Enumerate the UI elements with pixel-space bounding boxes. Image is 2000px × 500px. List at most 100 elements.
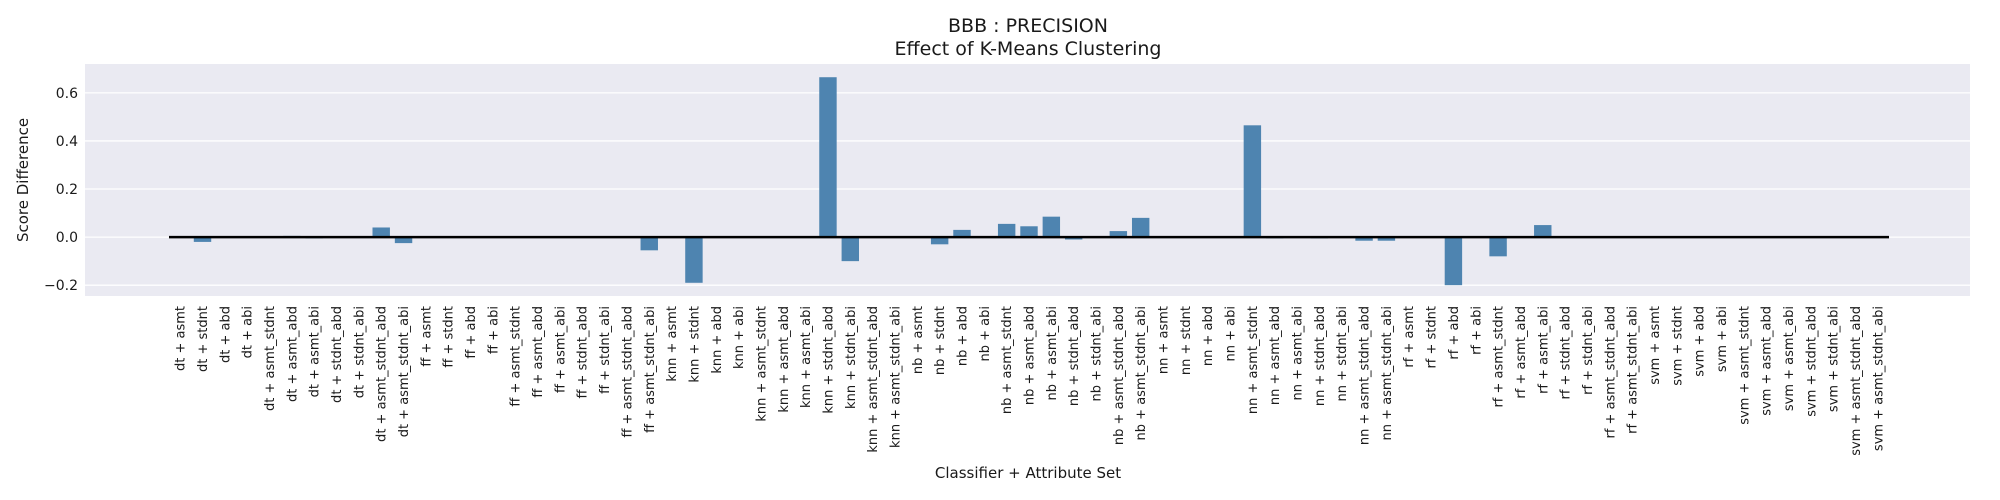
x-tick-label: svm + abd xyxy=(1693,306,1708,377)
bar xyxy=(1042,216,1061,238)
x-tick-label: ff + asmt_stdnt_abd xyxy=(620,306,635,438)
bar xyxy=(819,77,837,238)
bar xyxy=(1355,237,1373,241)
x-tick-label: svm + stdnt_abi xyxy=(1827,306,1842,412)
x-tick-label: ff + asmt_stdnt xyxy=(509,306,524,407)
bar xyxy=(1131,217,1150,238)
x-tick-label: nn + asmt_abd xyxy=(1268,306,1283,405)
x-tick-label: nb + abd xyxy=(955,306,970,366)
x-tick-label: dt + asmt_stdnt_abd xyxy=(375,306,390,442)
bar xyxy=(953,229,971,238)
bar xyxy=(1020,226,1038,238)
x-tick-label: knn + asmt_abd xyxy=(777,306,792,413)
bar xyxy=(640,237,658,251)
x-tick-label: nn + abd xyxy=(1201,306,1216,366)
x-tick-label: svm + asmt_abd xyxy=(1760,306,1775,416)
x-tick-label: svm + asmt xyxy=(1648,306,1663,385)
plot-area xyxy=(85,64,1970,296)
x-tick-label: rf + asmt_stdnt xyxy=(1492,306,1507,408)
bar xyxy=(1444,237,1463,286)
x-tick-label: nn + stdnt xyxy=(1179,306,1194,375)
x-tick-label: nb + asmt_stdnt_abi xyxy=(1134,306,1149,440)
x-tick-label: knn + asmt_abi xyxy=(799,306,814,408)
x-tick-label: dt + abi xyxy=(241,306,256,358)
x-tick-label: knn + asmt xyxy=(665,306,680,382)
x-tick-label: svm + asmt_stdnt xyxy=(1737,306,1752,425)
x-tick-label: rf + asmt_abd xyxy=(1514,306,1529,399)
x-tick-label: nn + asmt xyxy=(1157,306,1172,374)
x-tick-label: nb + asmt xyxy=(911,306,926,374)
y-tick-label: 0.4 xyxy=(56,134,78,150)
x-tick-label: knn + asmt_stdnt_abi xyxy=(888,306,903,448)
x-tick-label: dt + stdnt_abd xyxy=(330,306,345,403)
x-tick-label: dt + stdnt_abi xyxy=(352,306,367,398)
x-tick-label: rf + asmt_stdnt_abd xyxy=(1603,306,1618,439)
x-tick-label: rf + abd xyxy=(1447,306,1462,360)
x-tick-label: knn + stdnt xyxy=(687,306,702,383)
x-tick-label: knn + asmt_stdnt xyxy=(754,306,769,422)
y-axis-label: Score Difference xyxy=(14,118,32,242)
x-tick-label: ff + asmt_abi xyxy=(553,306,568,393)
x-tick-label: nb + stdnt_abd xyxy=(1067,306,1082,406)
x-tick-label: nb + abi xyxy=(978,306,993,361)
bar xyxy=(1243,125,1262,238)
x-tick-label: rf + abi xyxy=(1469,306,1484,355)
x-tick-label: ff + stdnt_abi xyxy=(598,306,613,394)
x-tick-label: nb + stdnt_abi xyxy=(1090,306,1105,401)
x-tick-label: ff + abi xyxy=(486,306,501,354)
bar xyxy=(394,237,413,244)
x-tick-label: ff + abd xyxy=(464,306,479,359)
x-tick-label: svm + asmt_abi xyxy=(1782,306,1797,411)
x-tick-label: rf + stdnt_abi xyxy=(1581,306,1596,395)
x-tick-label: knn + stdnt_abd xyxy=(821,306,836,414)
bar xyxy=(1109,231,1128,238)
x-tick-label: knn + asmt_stdnt_abd xyxy=(866,306,881,453)
bar xyxy=(372,227,390,238)
x-tick-label: dt + asmt_abd xyxy=(285,306,300,402)
x-tick-label: nn + stdnt_abd xyxy=(1313,306,1328,406)
x-tick-label: knn + stdnt_abi xyxy=(844,306,859,409)
y-tick-label: 0.6 xyxy=(56,86,78,102)
x-tick-label: dt + stdnt xyxy=(196,306,211,372)
x-tick-label: rf + stdnt xyxy=(1425,306,1440,369)
x-tick-label: nn + asmt_abi xyxy=(1291,306,1306,400)
bar xyxy=(997,223,1016,238)
x-tick-label: svm + stdnt_abd xyxy=(1804,306,1819,417)
x-tick-label: nn + stdnt_abi xyxy=(1335,306,1350,401)
y-tick-label: 0.2 xyxy=(56,182,78,198)
x-tick-label: rf + asmt_stdnt_abi xyxy=(1626,306,1641,434)
x-tick-label: nb + asmt_stdnt xyxy=(1000,306,1015,414)
x-tick-label: dt + asmt_stdnt xyxy=(263,306,278,411)
x-tick-label: dt + asmt xyxy=(174,306,189,371)
x-tick-label: rf + stdnt_abd xyxy=(1559,306,1574,400)
x-tick-label: nb + asmt_abd xyxy=(1023,306,1038,405)
chart-title: BBB : PRECISION xyxy=(948,15,1108,37)
y-tick-label: −0.2 xyxy=(44,278,78,294)
x-tick-label: svm + asmt_stdnt_abi xyxy=(1871,306,1886,451)
y-tick-labels: −0.2 0.0 0.2 0.4 0.6 xyxy=(44,86,78,294)
x-tick-label: ff + stdnt_abd xyxy=(576,306,591,399)
x-tick-label: nn + abi xyxy=(1224,306,1239,361)
x-tick-labels: dt + asmt dt + stdnt dt + abd dt + abi dt + … xyxy=(174,306,1887,456)
x-tick-label: ff + asmt xyxy=(419,306,434,367)
x-tick-label: nb + asmt_abi xyxy=(1045,306,1060,400)
x-tick-label: svm + asmt_stdnt_abd xyxy=(1849,306,1864,456)
x-tick-label: dt + abd xyxy=(218,306,233,363)
x-tick-label: knn + abi xyxy=(732,306,747,369)
x-tick-label: dt + asmt_stdnt_abi xyxy=(397,306,412,437)
bars xyxy=(193,77,1552,286)
x-tick-label: svm + abi xyxy=(1715,306,1730,372)
x-tick-label: ff + asmt_abd xyxy=(531,306,546,398)
x-tick-label: nb + stdnt xyxy=(933,306,948,375)
x-tick-label: nn + asmt_stdnt_abd xyxy=(1358,306,1373,445)
x-tick-label: nn + asmt_stdnt xyxy=(1246,306,1261,414)
x-axis-label: Classifier + Attribute Set xyxy=(935,464,1121,482)
bar xyxy=(1489,237,1507,257)
bar xyxy=(841,237,860,262)
x-tick-label: nb + asmt_stdnt_abd xyxy=(1112,306,1127,445)
x-tick-label: ff + stdnt xyxy=(442,306,457,368)
x-tick-label: ff + asmt_stdnt_abi xyxy=(643,306,658,433)
x-tick-label: nn + asmt_stdnt_abi xyxy=(1380,306,1395,440)
x-tick-label: rf + asmt_abi xyxy=(1536,306,1551,394)
